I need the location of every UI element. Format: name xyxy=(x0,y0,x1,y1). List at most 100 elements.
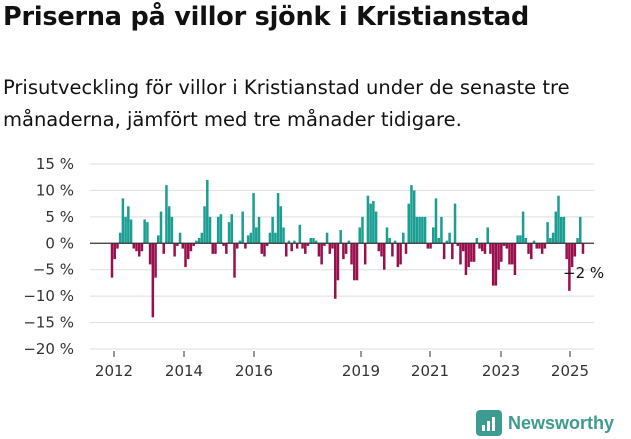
bar xyxy=(519,235,522,244)
bar xyxy=(116,243,119,249)
bar xyxy=(132,243,136,249)
bar xyxy=(347,240,351,244)
bar xyxy=(260,243,263,254)
bar xyxy=(192,243,195,246)
bar xyxy=(208,216,212,244)
bar xyxy=(396,243,400,268)
bar xyxy=(407,203,410,244)
bar xyxy=(448,232,451,244)
bar xyxy=(284,243,288,257)
x-axis: 2012 2014 2016 2019 2021 2023 2025 xyxy=(90,242,594,380)
bar xyxy=(312,238,315,244)
bar xyxy=(461,243,465,252)
x-tick-label: 2016 xyxy=(235,362,273,380)
bar xyxy=(167,206,171,244)
bar xyxy=(497,243,500,270)
bar xyxy=(478,243,481,249)
bar xyxy=(276,193,280,244)
bar xyxy=(451,243,454,260)
bar xyxy=(162,243,165,254)
bar xyxy=(535,243,538,249)
bar xyxy=(521,211,525,244)
bar xyxy=(157,235,160,244)
brand-name: Newsworthy xyxy=(508,412,615,433)
bar xyxy=(472,243,476,262)
bar xyxy=(470,243,473,262)
bar xyxy=(290,243,293,252)
bar xyxy=(546,222,549,244)
bar xyxy=(516,235,519,244)
bar xyxy=(355,243,359,281)
bar xyxy=(530,243,533,260)
bar xyxy=(524,238,528,244)
bar xyxy=(325,232,329,244)
bar xyxy=(489,243,492,254)
chart-subtitle: Prisutveckling för villor i Kristianstad… xyxy=(3,76,570,131)
y-tick-label: −5 % xyxy=(33,261,74,279)
bar xyxy=(527,243,530,254)
bar xyxy=(540,243,544,254)
bar xyxy=(437,238,440,244)
y-tick-label: −15 % xyxy=(23,314,74,332)
bar xyxy=(135,243,138,252)
bar xyxy=(178,232,182,244)
bar xyxy=(363,243,367,265)
bar xyxy=(374,211,378,244)
bar xyxy=(557,195,560,244)
bar xyxy=(562,216,566,244)
bar xyxy=(508,243,511,265)
bar xyxy=(551,232,555,244)
bar xyxy=(146,222,149,244)
bar-chart: 15 %10 %5 %0 %−5 %−10 %−15 %−20 % 2012 20… xyxy=(23,155,604,380)
bar xyxy=(483,243,487,254)
bar xyxy=(377,243,381,252)
bar xyxy=(421,216,424,244)
bar xyxy=(244,243,247,249)
y-tick-label: −10 % xyxy=(23,287,74,305)
bar xyxy=(186,243,190,260)
bar xyxy=(219,214,223,244)
bar xyxy=(127,206,130,244)
bar xyxy=(279,206,283,244)
bar xyxy=(581,243,585,254)
bar xyxy=(500,243,503,262)
bar xyxy=(538,243,541,249)
bar xyxy=(404,243,408,254)
bar xyxy=(295,243,299,249)
x-tick-label: 2019 xyxy=(342,362,380,380)
bar xyxy=(410,185,413,244)
gridlines xyxy=(90,163,594,350)
bar xyxy=(342,243,345,260)
bar xyxy=(195,240,198,244)
bar xyxy=(358,227,361,244)
bar xyxy=(124,216,127,244)
bar xyxy=(298,224,302,244)
bar xyxy=(317,243,321,257)
bar xyxy=(432,227,435,244)
bar xyxy=(271,216,274,244)
bar xyxy=(415,216,419,244)
bar xyxy=(246,235,250,244)
bar xyxy=(148,243,152,265)
x-tick-label: 2012 xyxy=(95,362,133,380)
bar xyxy=(467,243,470,268)
bar xyxy=(579,216,582,244)
bar xyxy=(366,195,370,244)
y-tick-label: 5 % xyxy=(45,208,74,226)
bar xyxy=(287,240,291,244)
bar xyxy=(442,243,446,260)
bar xyxy=(570,243,574,268)
bar xyxy=(361,216,364,244)
bar xyxy=(268,232,272,244)
bar xyxy=(344,243,348,254)
bar xyxy=(293,240,296,244)
bar xyxy=(418,216,421,244)
newsworthy-logo[interactable]: Newsworthy xyxy=(476,409,614,437)
bar xyxy=(238,240,242,244)
bar xyxy=(576,238,579,244)
bar xyxy=(176,243,179,246)
bar xyxy=(434,198,438,244)
bar xyxy=(206,179,209,244)
bar xyxy=(372,201,375,244)
bar xyxy=(383,243,386,270)
